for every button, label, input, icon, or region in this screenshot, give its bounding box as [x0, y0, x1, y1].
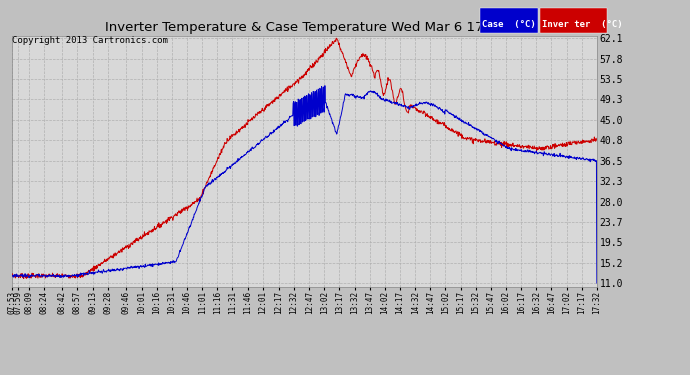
Text: Inver ter  (°C): Inver ter (°C): [542, 20, 622, 29]
Text: Case  (°C): Case (°C): [482, 20, 535, 29]
Title: Inverter Temperature & Case Temperature Wed Mar 6 17:39: Inverter Temperature & Case Temperature …: [105, 21, 504, 34]
Text: Copyright 2013 Cartronics.com: Copyright 2013 Cartronics.com: [12, 36, 168, 45]
